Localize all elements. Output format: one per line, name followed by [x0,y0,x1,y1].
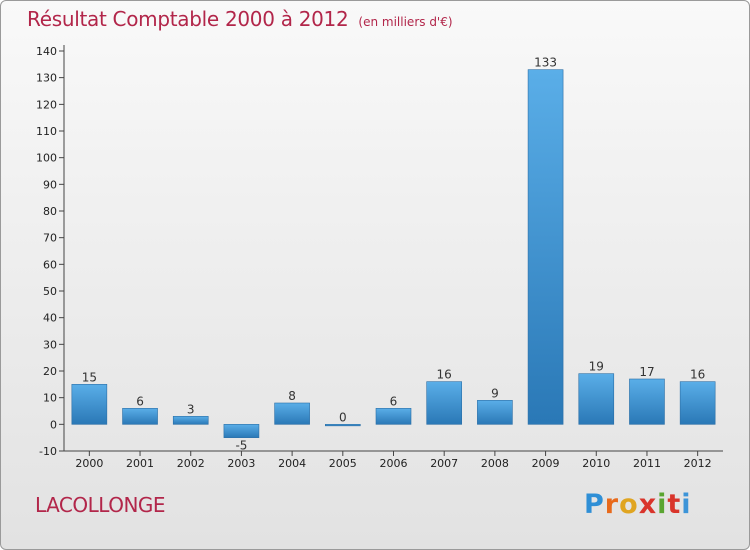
logo-letter: r [604,489,620,520]
bar [122,408,158,425]
bar [426,381,462,425]
data-label: 8 [288,389,296,403]
bar [325,424,361,427]
commune-name: LACOLLONGE [35,493,166,517]
y-tick-label: 90 [43,178,57,191]
logo-letter: o [619,489,639,520]
data-label: 0 [339,410,347,424]
y-tick-label: 140 [36,45,57,58]
logo-letter: i [657,489,668,520]
x-tick-label: 2003 [227,457,255,470]
proxiti-logo: Proxiti [584,489,692,520]
x-tick-label: 2000 [75,457,103,470]
data-label: 3 [187,402,195,416]
y-tick-label: 40 [43,312,57,325]
y-tick-label: 120 [36,98,57,111]
data-label: 9 [491,386,499,400]
bar [477,400,513,425]
logo-letter: x [638,489,658,520]
bar [375,408,412,425]
y-tick-label: 10 [43,392,57,405]
chart-title: Résultat Comptable 2000 à 2012 (en millie… [27,7,453,31]
y-tick-label: 80 [43,205,57,218]
x-tick-label: 2001 [126,457,154,470]
x-tick-label: 2008 [481,457,509,470]
x-tick-label: 2007 [430,457,458,470]
y-tick-label: 100 [36,152,57,165]
logo-letter: t [667,489,682,520]
x-tick-label: 2009 [532,457,560,470]
y-tick-label: 60 [43,258,57,271]
data-label: 16 [690,368,705,382]
data-label: 19 [589,360,604,374]
y-tick-label: 20 [43,365,57,378]
x-tick-label: 2005 [329,457,357,470]
chart-title-text: Résultat Comptable 2000 à 2012 [27,7,349,31]
data-label: 6 [136,394,144,408]
chart-subtitle: (en milliers d'€) [358,15,453,29]
x-tick-label: 2012 [684,457,712,470]
bar [578,373,615,425]
data-label: 133 [534,56,557,70]
bar [172,416,209,425]
logo-letter: P [584,489,605,520]
y-tick-label: 30 [43,338,57,351]
x-tick-label: 2011 [633,457,661,470]
x-tick-label: 2010 [582,457,610,470]
y-tick-label: -10 [39,445,57,458]
x-tick-label: 2004 [278,457,306,470]
logo-letter: i [681,489,692,520]
bar [274,402,310,425]
bar [71,384,108,425]
bar [527,69,564,425]
data-label: 16 [437,368,452,382]
x-tick-label: 2006 [380,457,408,470]
y-tick-label: 110 [36,125,57,138]
y-tick-label: 0 [50,418,57,431]
data-label: -5 [235,439,247,453]
bar [629,378,665,425]
data-label: 17 [639,365,654,379]
y-tick-label: 50 [43,285,57,298]
bar [223,424,260,438]
data-label: 6 [390,394,398,408]
y-tick-label: 70 [43,232,57,245]
x-tick-label: 2002 [177,457,205,470]
y-tick-label: 130 [36,72,57,85]
bar [679,381,716,425]
data-label: 15 [82,370,97,384]
